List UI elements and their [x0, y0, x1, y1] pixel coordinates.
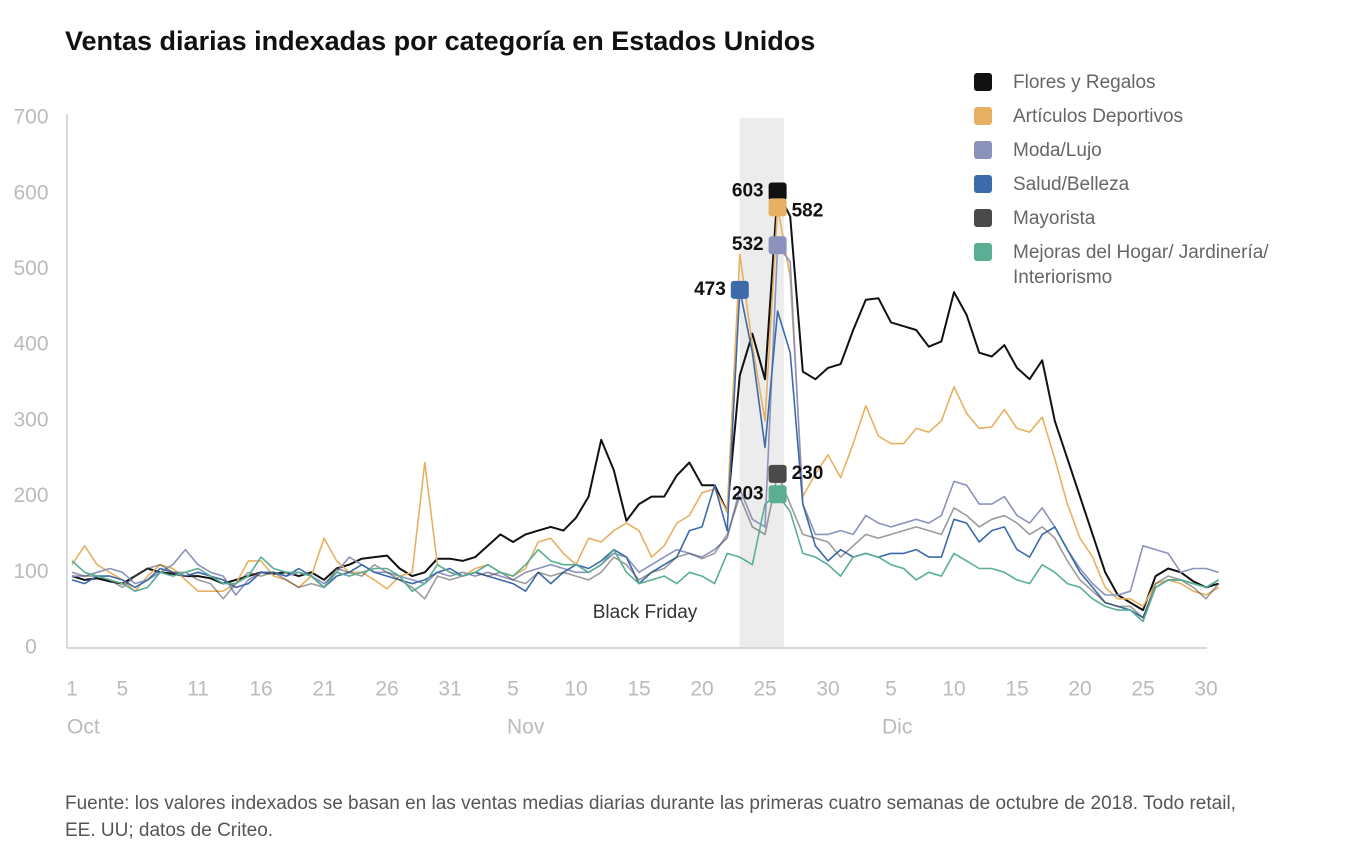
- month-label: Nov: [507, 716, 545, 739]
- highlight-label: Black Friday: [593, 602, 698, 623]
- point-marker: [730, 280, 749, 299]
- y-tick-label: 600: [13, 181, 48, 204]
- x-tick-label: 15: [1005, 678, 1028, 701]
- point-marker: [768, 464, 787, 483]
- x-tick-label: 5: [885, 678, 897, 701]
- legend-item: Artículos Deportivos: [972, 104, 1342, 129]
- legend-swatch: [974, 107, 992, 125]
- x-tick-label: 21: [312, 678, 335, 701]
- x-tick-label: 30: [816, 678, 839, 701]
- legend-label: Mayorista: [1013, 208, 1096, 229]
- y-tick-label: 700: [13, 106, 48, 129]
- point-marker: [768, 485, 787, 504]
- y-tick-label: 100: [13, 560, 48, 583]
- x-tick-label: 10: [942, 678, 965, 701]
- data-label: 473: [694, 279, 726, 300]
- series-line: [71, 206, 1220, 608]
- x-tick-label: 26: [375, 678, 398, 701]
- x-tick-label: 20: [690, 678, 713, 701]
- legend-swatch: [974, 73, 992, 91]
- y-tick-label: 300: [13, 408, 48, 431]
- y-tick-label: 0: [25, 636, 37, 659]
- x-tick-label: 16: [249, 678, 272, 701]
- legend-item: Moda/Lujo: [972, 138, 1342, 163]
- x-tick-label: 11: [187, 678, 209, 701]
- point-marker: [768, 236, 787, 255]
- legend-label: Moda/Lujo: [1013, 140, 1102, 161]
- legend-item: Mayorista: [972, 206, 1342, 231]
- legend-label: Flores y Regalos: [1013, 72, 1156, 93]
- legend-swatch: [974, 175, 992, 193]
- x-tick-label: 25: [1131, 678, 1154, 701]
- legend-swatch: [974, 243, 992, 261]
- legend-label: Mejoras del Hogar/ Jardinería/ Interiori…: [1013, 242, 1269, 288]
- x-tick-label: 20: [1068, 678, 1091, 701]
- x-tick-label: 5: [507, 678, 519, 701]
- series-line: [71, 289, 1220, 619]
- point-marker: [768, 182, 787, 201]
- x-tick-label: 10: [564, 678, 587, 701]
- data-label: 532: [732, 234, 764, 255]
- month-label: Oct: [67, 716, 100, 739]
- x-tick-label: 25: [753, 678, 776, 701]
- legend-label: Salud/Belleza: [1013, 174, 1130, 195]
- legend-item: Salud/Belleza: [972, 172, 1342, 197]
- series-line: [71, 493, 1220, 623]
- legend-swatch: [974, 209, 992, 227]
- chart-title: Ventas diarias indexadas por categoría e…: [65, 26, 816, 56]
- y-tick-label: 500: [13, 257, 48, 280]
- x-tick-label: 1: [66, 678, 78, 701]
- x-tick-label: 5: [117, 678, 129, 701]
- legend-swatch: [974, 141, 992, 159]
- x-tick-label: 30: [1194, 678, 1217, 701]
- footnote: Fuente: los valores indexados se basan e…: [65, 793, 1236, 841]
- data-label: 582: [792, 200, 824, 221]
- data-label: 203: [732, 483, 764, 504]
- legend-item: Flores y Regalos: [972, 70, 1342, 95]
- y-tick-label: 200: [13, 484, 48, 507]
- x-tick-label: 15: [627, 678, 650, 701]
- legend-item: Mejoras del Hogar/ Jardinería/ Interiori…: [972, 240, 1342, 290]
- x-tick-label: 31: [438, 678, 461, 701]
- y-tick-label: 400: [13, 333, 48, 356]
- data-label: 603: [732, 180, 764, 201]
- point-marker: [768, 198, 787, 217]
- series-line: [71, 473, 1220, 619]
- legend-label: Artículos Deportivos: [1013, 106, 1184, 127]
- legend: Flores y Regalos Artículos Deportivos Moda…: [972, 70, 1342, 299]
- data-label: 230: [792, 463, 824, 484]
- month-label: Dic: [882, 716, 912, 739]
